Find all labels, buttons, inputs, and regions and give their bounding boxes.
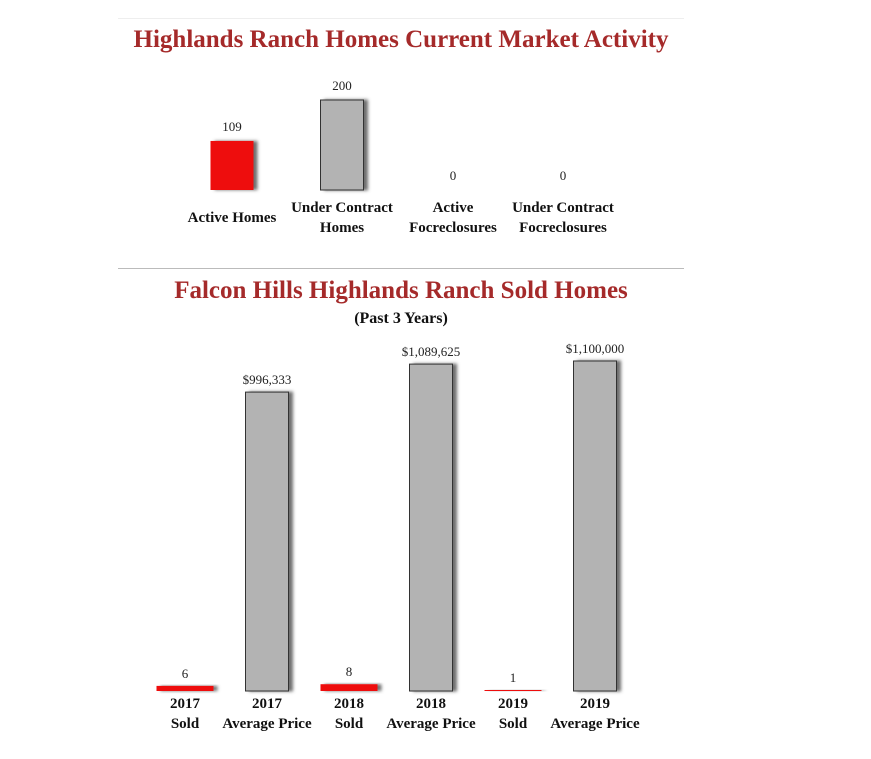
category-label: 2019 [580, 696, 610, 712]
value-label: 8 [346, 664, 353, 679]
category-label: Under Contract [512, 200, 614, 216]
category-label: Focreclosures [519, 220, 607, 236]
category-label: Homes [320, 220, 364, 236]
category-label: 2018 [334, 696, 364, 712]
value-label: 0 [560, 168, 567, 183]
bar [156, 685, 214, 691]
category-label: Average Price [222, 716, 312, 732]
bar [573, 360, 617, 692]
chart-2-subtitle: (Past 3 Years) [354, 310, 448, 327]
chart-1-title: Highlands Ranch Homes Current Market Act… [133, 26, 669, 53]
category-label: Average Price [386, 716, 476, 732]
bar [320, 99, 364, 191]
chart-2-title: Falcon Hills Highlands Ranch Sold Homes [174, 277, 628, 304]
category-label: Active Homes [188, 210, 277, 226]
category-label: Sold [335, 716, 364, 732]
category-label: 2018 [416, 696, 446, 712]
category-label: Sold [171, 716, 200, 732]
category-label: Under Contract [291, 200, 393, 216]
bar [484, 690, 542, 691]
value-label: $996,333 [243, 372, 292, 387]
category-label: Focreclosures [409, 220, 497, 236]
bar [210, 140, 254, 190]
value-label: $1,089,625 [402, 344, 461, 359]
category-label: Sold [499, 716, 528, 732]
value-label: 1 [510, 670, 517, 685]
category-label: Average Price [550, 716, 640, 732]
bar [245, 391, 289, 692]
section-divider [118, 268, 684, 269]
category-label: 2019 [498, 696, 528, 712]
category-label: 2017 [170, 696, 201, 712]
top-divider [118, 18, 684, 19]
value-label: $1,100,000 [566, 341, 625, 356]
value-label: 200 [332, 78, 352, 93]
category-label: Active [433, 200, 474, 216]
category-label: 2017 [252, 696, 283, 712]
bar [320, 684, 378, 691]
value-label: 0 [450, 168, 457, 183]
value-label: 6 [182, 666, 189, 681]
bar [409, 363, 453, 692]
value-label: 109 [222, 119, 242, 134]
